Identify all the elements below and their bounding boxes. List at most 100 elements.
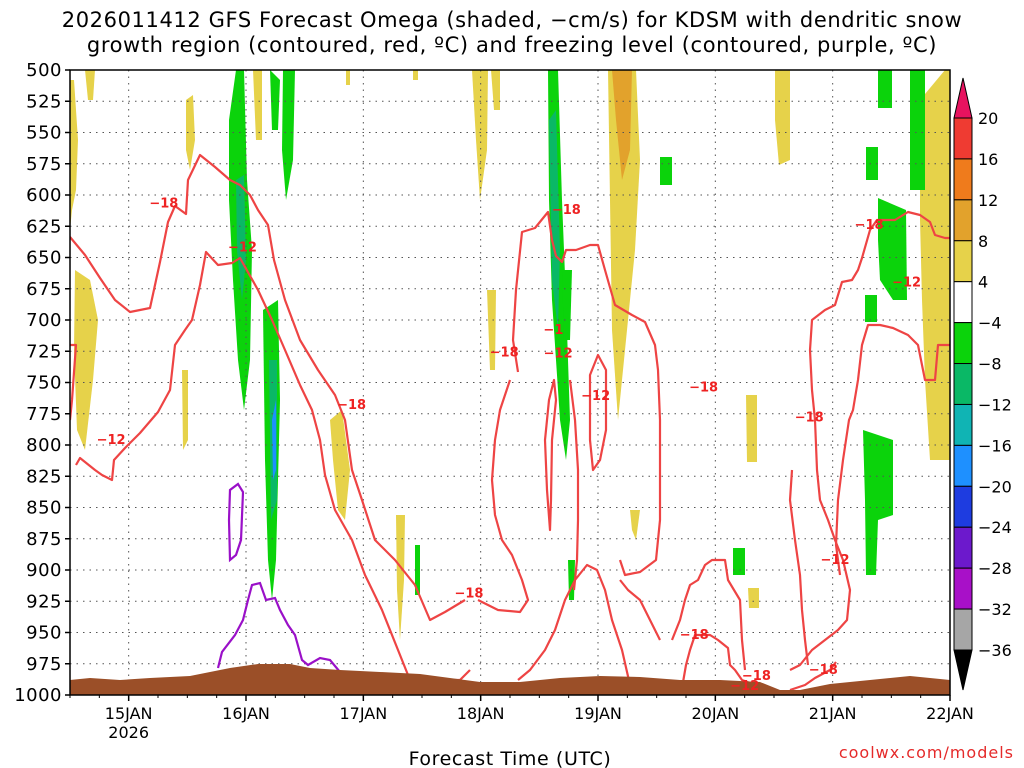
colorbar-swatch <box>953 158 973 201</box>
credit-link[interactable]: coolwx.com/models <box>839 743 1014 762</box>
omega-shade-5 <box>182 370 188 450</box>
y-tick-label: 750 <box>26 373 62 394</box>
contour-9 <box>568 379 580 591</box>
freezing-contour-2 <box>216 581 341 673</box>
y-tick-label: 950 <box>26 623 62 644</box>
contour-2 <box>70 343 78 421</box>
contour-5 <box>511 210 662 577</box>
y-tick-label: 500 <box>26 60 62 81</box>
omega-shade-8 <box>396 515 405 640</box>
dotted-grid <box>70 70 950 695</box>
contour-labels: −18 −12 −12 −18 −18 −18 −1 −12 −12 −18 −18 −18 −18 −1… <box>97 197 922 695</box>
omega-shade-36 <box>910 70 925 190</box>
colorbar-swatch <box>953 281 973 324</box>
contour-label: −12 <box>228 240 257 255</box>
omega-shade-1 <box>70 80 78 230</box>
omega-shade-32 <box>415 545 420 595</box>
colorbar-label: 12 <box>978 191 998 210</box>
colorbar-label: −8 <box>978 355 1002 374</box>
omega-shade-38 <box>878 198 907 300</box>
colorbar-swatch <box>953 485 973 528</box>
contour-label: −18 <box>552 203 581 218</box>
y-tick-label: 925 <box>26 591 62 612</box>
colorbar: 20 16 12 8 4 −4 −8 −12 −16 −20 −24 −28 −32 −36 <box>953 77 1012 691</box>
omega-shade-37 <box>866 147 878 180</box>
freezing-contour-1 <box>227 482 245 563</box>
colorbar-label: −32 <box>978 600 1012 619</box>
colorbar-label: 16 <box>978 150 998 169</box>
colorbar-top-arrow <box>953 77 973 119</box>
colorbar-label: −28 <box>978 559 1012 578</box>
contour-label: −18 <box>490 345 519 360</box>
colorbar-swatch <box>953 567 973 610</box>
omega-shade-3 <box>74 270 98 450</box>
contour-label: −18 <box>689 380 718 395</box>
chart-title-line-1: 2026011412 GFS Forecast Omega (shaded, −… <box>61 8 963 32</box>
contour-label: −18 <box>454 587 483 602</box>
contour-13 <box>670 558 747 671</box>
colorbar-label: −36 <box>978 641 1012 660</box>
x-tick-sublabel: 2026 <box>108 723 149 742</box>
colorbar-label: −4 <box>978 314 1002 333</box>
contour-label: −18 <box>337 398 366 413</box>
colorbar-label: 4 <box>978 273 988 292</box>
y-tick-label: 725 <box>26 341 62 362</box>
contour-label: −12 <box>544 347 573 362</box>
contour-10 <box>588 353 608 472</box>
colorbar-swatch <box>953 403 973 446</box>
contour-label: −12 <box>821 553 850 568</box>
y-axis: 500 525 550 575 600 625 650 675 700 725 750 775 800 8… <box>14 60 70 706</box>
omega-shade-24 <box>282 70 295 200</box>
y-tick-label: 875 <box>26 529 62 550</box>
y-tick-label: 600 <box>26 185 62 206</box>
contour-1 <box>70 153 466 622</box>
omega-shade-11 <box>491 70 500 110</box>
y-tick-label: 800 <box>26 435 62 456</box>
colorbar-label: 20 <box>978 109 998 128</box>
colorbar-swatch <box>953 117 973 160</box>
colorbar-swatch <box>953 240 973 283</box>
x-tick-label: 18JAN <box>457 704 505 723</box>
contour-label: −12 <box>581 389 610 404</box>
x-tick-label: 17JAN <box>339 704 387 723</box>
colorbar-swatch <box>953 322 973 365</box>
colorbar-swatch <box>953 363 973 405</box>
y-tick-label: 775 <box>26 404 62 425</box>
x-tick-label: 15JAN <box>105 704 153 723</box>
y-tick-label: 650 <box>26 248 62 269</box>
contour-11 <box>619 579 661 641</box>
contour-label: −18 <box>809 663 838 678</box>
contour-label: −18 <box>149 197 178 212</box>
omega-shade-14 <box>413 70 418 80</box>
colorbar-swatch <box>953 526 973 569</box>
colorbar-swatch <box>953 199 973 242</box>
contour-label: −12 <box>892 275 921 290</box>
contour-label: −18 <box>855 218 884 233</box>
y-tick-label: 550 <box>26 123 62 144</box>
omega-shade-17 <box>746 395 757 462</box>
contour-label: −1 <box>543 323 563 338</box>
y-tick-label: 700 <box>26 310 62 331</box>
omega-shade-33 <box>660 157 672 185</box>
x-tick-label: 20JAN <box>691 704 739 723</box>
contour-label: −18 <box>680 628 709 643</box>
omega-shade-29 <box>549 110 560 330</box>
colorbar-label: −16 <box>978 436 1012 455</box>
colorbar-label: −12 <box>978 395 1012 414</box>
colorbar-swatch <box>953 608 973 651</box>
omega-shade-30 <box>562 270 572 340</box>
y-tick-label: 675 <box>26 279 62 300</box>
y-tick-label: 575 <box>26 154 62 175</box>
omega-shade-7 <box>330 410 350 520</box>
contour-label: −18 <box>742 669 771 684</box>
omega-shade-4 <box>186 95 195 170</box>
chart-title-line-2: growth region (contoured, red, ºC) and f… <box>86 33 938 57</box>
contour-3 <box>75 250 412 681</box>
omega-shade-13 <box>612 70 632 180</box>
contour-17 <box>834 323 950 576</box>
omega-shade-35 <box>878 70 892 108</box>
terrain <box>70 664 950 695</box>
omega-shade-23 <box>270 70 280 130</box>
